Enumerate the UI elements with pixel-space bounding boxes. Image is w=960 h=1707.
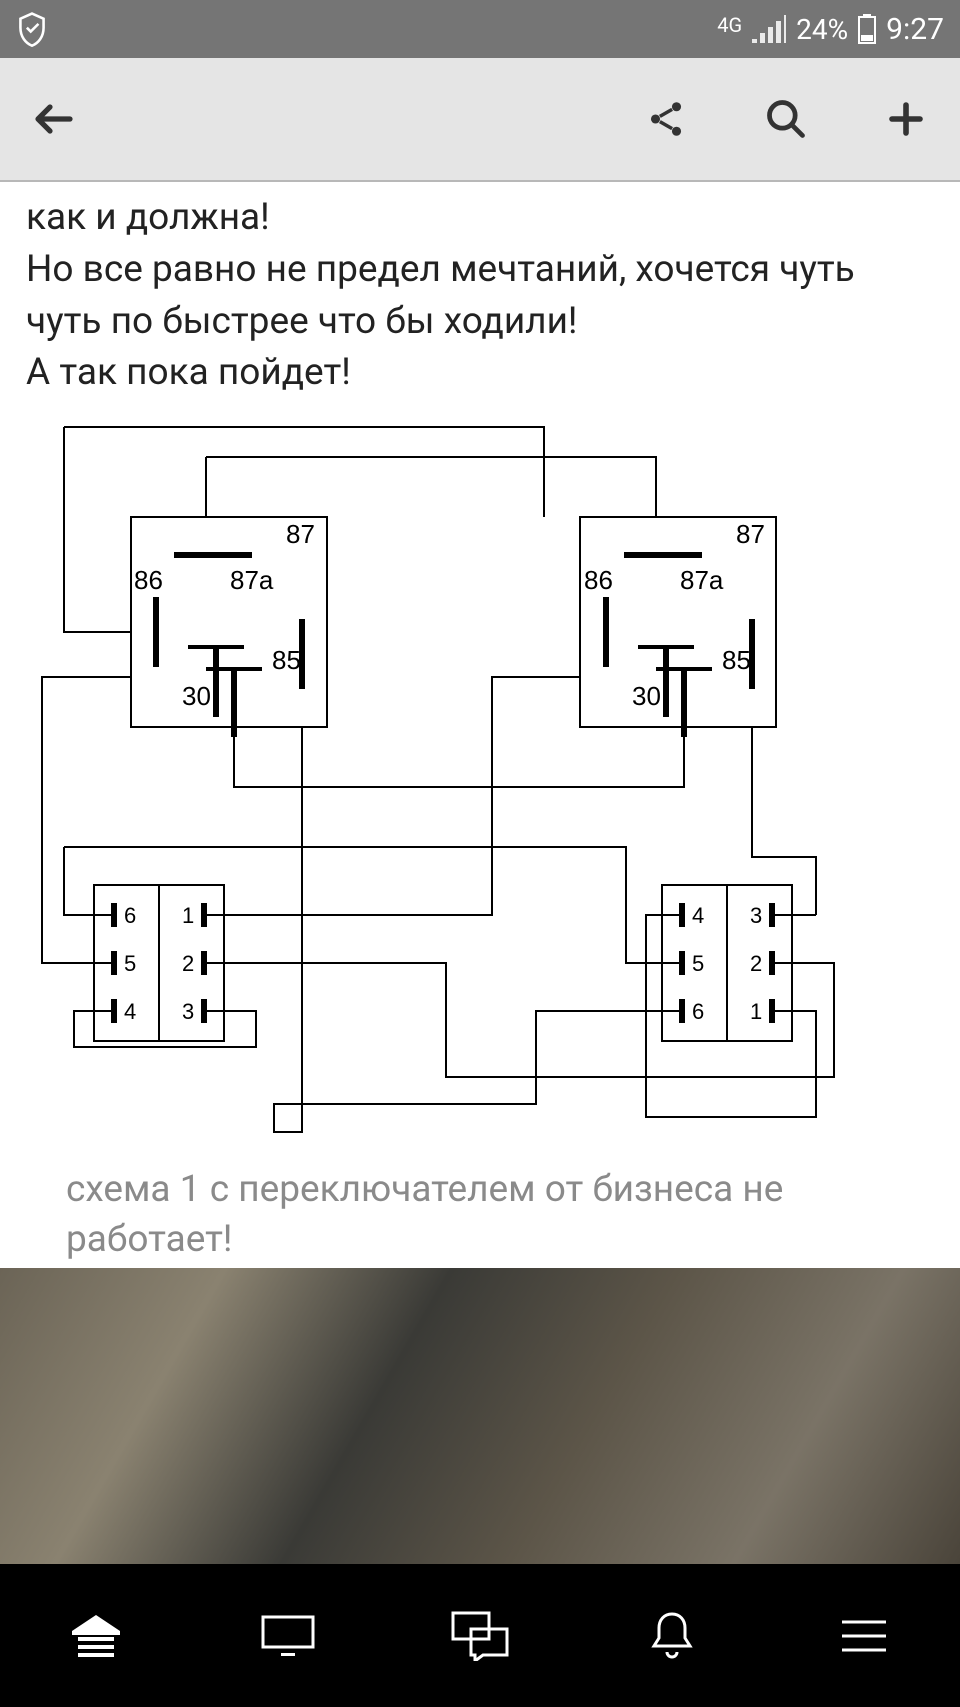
- nav-feed[interactable]: [248, 1596, 328, 1676]
- svg-text:4: 4: [124, 999, 136, 1024]
- search-icon: [764, 97, 808, 141]
- svg-text:87a: 87a: [230, 565, 274, 595]
- svg-text:87: 87: [286, 519, 315, 549]
- share-icon: [645, 98, 687, 140]
- svg-text:5: 5: [692, 951, 704, 976]
- nav-messages[interactable]: [440, 1596, 520, 1676]
- svg-text:85: 85: [722, 645, 751, 675]
- photo-preview[interactable]: [0, 1268, 960, 1564]
- svg-text:86: 86: [134, 565, 163, 595]
- signal-icon: [752, 15, 786, 43]
- svg-text:2: 2: [182, 951, 194, 976]
- svg-text:3: 3: [750, 903, 762, 928]
- svg-text:6: 6: [692, 999, 704, 1024]
- svg-text:1: 1: [750, 999, 762, 1024]
- battery-icon: [858, 14, 876, 44]
- svg-text:3: 3: [182, 999, 194, 1024]
- svg-text:4: 4: [692, 903, 704, 928]
- svg-text:30: 30: [632, 681, 661, 711]
- svg-text:86: 86: [584, 565, 613, 595]
- bell-icon: [649, 1610, 695, 1662]
- svg-text:87a: 87a: [680, 565, 724, 595]
- svg-text:5: 5: [124, 951, 136, 976]
- svg-text:6: 6: [124, 903, 136, 928]
- back-button[interactable]: [30, 95, 78, 143]
- shield-icon: [16, 11, 48, 47]
- nav-garage[interactable]: [56, 1596, 136, 1676]
- battery-percent: 24%: [796, 13, 848, 46]
- status-bar: 4G 24% 9:27: [0, 0, 960, 58]
- menu-icon: [840, 1618, 888, 1654]
- svg-text:2: 2: [750, 951, 762, 976]
- plus-icon: [885, 98, 927, 140]
- feed-icon: [261, 1615, 315, 1657]
- diagram-svg: 30 85 86 87 87a 30 85 86 87 87a 6 1 5 2 4 3 4 3 5 2 6 1: [26, 417, 846, 1147]
- garage-icon: [68, 1611, 124, 1661]
- bottom-nav: [0, 1564, 960, 1707]
- svg-text:85: 85: [272, 645, 301, 675]
- search-button[interactable]: [762, 95, 810, 143]
- messages-icon: [451, 1611, 509, 1661]
- arrow-left-icon: [30, 95, 78, 143]
- network-type: 4G: [717, 13, 742, 37]
- nav-notifications[interactable]: [632, 1596, 712, 1676]
- app-bar: [0, 58, 960, 182]
- svg-text:1: 1: [182, 903, 194, 928]
- article-body: как и должна! Но все равно не предел меч…: [26, 192, 934, 399]
- nav-menu[interactable]: [824, 1596, 904, 1676]
- article-content: как и должна! Но все равно не предел меч…: [0, 182, 960, 1265]
- add-button[interactable]: [882, 95, 930, 143]
- wiring-diagram: 30 85 86 87 87a 30 85 86 87 87a 6 1 5 2 4 3 4 3 5 2 6 1: [26, 417, 934, 1147]
- svg-text:87: 87: [736, 519, 765, 549]
- clock: 9:27: [886, 12, 944, 47]
- diagram-caption: схема 1 с переключателем от бизнеса не р…: [26, 1147, 934, 1265]
- svg-text:30: 30: [182, 681, 211, 711]
- share-button[interactable]: [642, 95, 690, 143]
